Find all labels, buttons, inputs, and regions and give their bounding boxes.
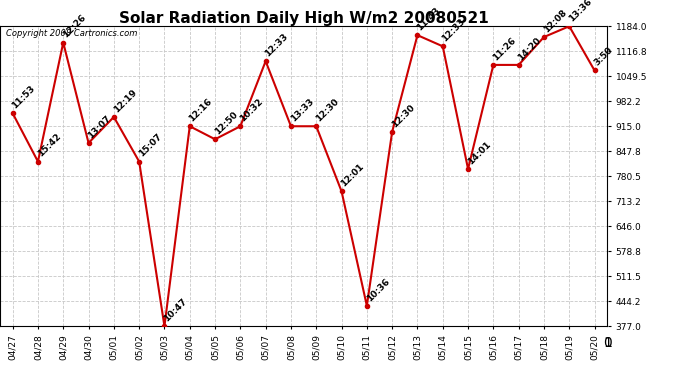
Text: 11:53: 11:53 [10,84,37,111]
Text: 12:30: 12:30 [390,102,417,129]
Text: 13:33: 13:33 [288,97,315,123]
Text: 12:33: 12:33 [440,17,467,44]
Text: 3:50: 3:50 [592,46,615,68]
Text: 12:16: 12:16 [188,97,214,123]
Text: 12:08: 12:08 [542,8,569,34]
Text: 14:01: 14:01 [466,140,493,166]
Text: 10:47: 10:47 [162,297,189,324]
Text: 12:33: 12:33 [264,32,290,58]
Text: 10:36: 10:36 [364,276,391,303]
Text: Solar Radiation Daily High W/m2 20080521: Solar Radiation Daily High W/m2 20080521 [119,11,489,26]
Text: 12:50: 12:50 [213,110,239,136]
Text: 15:42: 15:42 [36,132,63,159]
Text: 14:20: 14:20 [516,36,543,62]
Text: 12:26: 12:26 [61,13,88,40]
Text: 12:01: 12:01 [339,162,366,189]
Text: 13:07: 13:07 [86,114,113,140]
Text: 10:32: 10:32 [238,97,265,123]
Text: 15:07: 15:07 [137,132,164,159]
Text: 11:43: 11:43 [415,6,442,32]
Text: 12:19: 12:19 [112,87,139,114]
Text: 12:30: 12:30 [314,97,341,123]
Text: Copyright 2008 Cartronics.com: Copyright 2008 Cartronics.com [6,29,137,38]
Text: 13:36: 13:36 [567,0,593,24]
Text: 11:26: 11:26 [491,36,518,62]
